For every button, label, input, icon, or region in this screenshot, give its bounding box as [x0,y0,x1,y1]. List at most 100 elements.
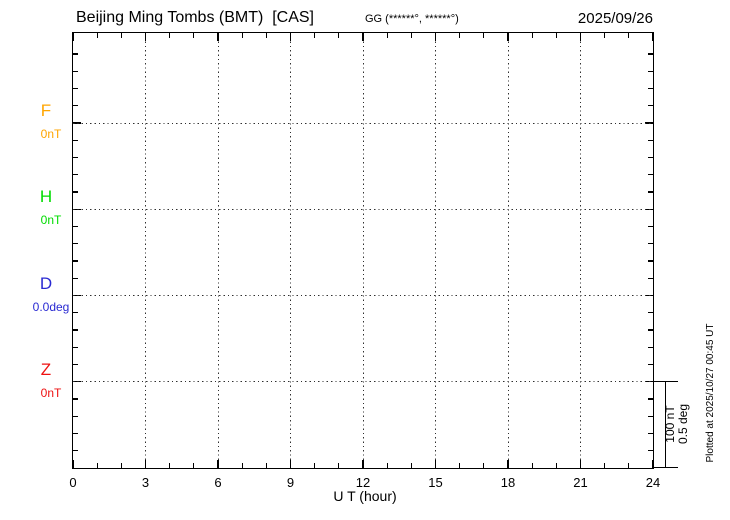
x-tick-bottom [507,460,509,468]
gg-coordinates: GG (******°, ******°) [365,13,459,25]
x-tick-top [241,33,243,38]
x-tick-top [217,33,219,41]
x-tick-top [652,33,654,41]
series-label-D: D [39,273,53,293]
x-tick-label: 6 [214,475,222,490]
x-tick-bottom [193,463,195,468]
x-tick-bottom [338,463,340,468]
y-tick-right [648,225,653,228]
y-tick-left [73,312,78,314]
x-tick-bottom [555,463,557,468]
y-tick-left [73,398,78,400]
x-tick-top [434,33,437,41]
x-tick-top [144,33,147,41]
y-tick-right [648,432,653,435]
y-tick-right [648,329,653,331]
scale-bar-label: 100 nT 0.5 deg [663,394,690,454]
x-tick-top [531,33,533,38]
x-tick-top [604,33,606,38]
x-tick-top [338,33,340,38]
x-tick-bottom [386,463,388,468]
x-tick-bottom [241,463,243,468]
y-tick-right [648,156,653,159]
y-tick-right [648,87,653,90]
x-tick-label: 15 [428,475,443,490]
x-tick-bottom [144,460,147,468]
x-tick-label: 21 [573,475,588,490]
scale-bar-bottom-cap [653,466,678,468]
y-tick-left [73,156,78,159]
series-label-Z: Z [40,359,52,379]
x-tick-top [507,33,509,41]
x-tick-bottom [362,460,364,468]
x-tick-bottom [314,463,316,468]
y-tick-left [73,277,78,279]
x-tick-bottom [604,463,606,468]
x-tick-label: 9 [286,475,295,490]
x-axis-label: U T (hour) [333,488,397,504]
gridline-vertical [435,33,436,468]
x-tick-bottom [579,460,582,468]
y-tick-left [73,139,78,141]
y-tick-right [648,70,653,72]
x-tick-bottom [410,463,412,468]
x-tick-top [289,33,292,41]
y-tick-right [648,346,653,348]
y-tick-left [73,260,78,262]
x-tick-top [579,33,582,41]
y-tick-right [648,398,653,400]
series-label-F: F [40,101,52,120]
x-tick-top [386,33,388,38]
y-tick-right [648,312,653,314]
y-tick-right [648,415,653,417]
plotted-at-timestamp: Plotted at 2025/10/27 00:45 UT [705,323,716,463]
y-tick-right [648,277,653,279]
x-tick-bottom [96,463,98,468]
y-tick-right [648,363,653,366]
x-tick-top [555,33,557,38]
gridline-vertical [580,33,581,468]
x-tick-top [410,33,412,38]
y-tick-right [648,105,653,107]
series-unit-Z: 0nT [40,385,62,400]
x-tick-bottom [265,463,267,468]
y-tick-right [648,139,653,141]
baseline-Z [73,381,653,383]
y-tick-left [73,53,78,55]
x-tick-bottom [483,463,485,468]
x-tick-top [193,33,195,38]
x-tick-top [314,33,316,38]
y-tick-left [73,105,78,107]
series-unit-H: 0nT [40,213,62,228]
x-tick-bottom [531,463,533,468]
y-tick-left [73,70,78,72]
gridline-vertical [507,33,509,468]
x-tick-bottom [120,463,122,468]
y-tick-left [73,191,78,193]
y-tick-left [73,225,78,228]
x-tick-top [362,33,364,41]
plot-area [71,31,654,469]
x-tick-label: 3 [141,475,150,490]
baseline-D [73,295,653,296]
x-tick-top [459,33,461,38]
x-tick-bottom [289,460,292,468]
series-unit-F: 0nT [40,127,62,141]
y-tick-right [648,243,653,245]
x-tick-bottom [434,460,437,468]
series-label-H: H [39,187,53,207]
y-tick-left [73,450,78,452]
y-tick-left [73,363,78,366]
gridline-vertical [290,33,291,468]
y-tick-left [73,87,78,90]
x-tick-bottom [652,460,654,468]
y-tick-left [73,329,78,331]
x-tick-bottom [628,463,630,468]
x-tick-bottom [459,463,461,468]
x-tick-bottom [169,463,171,468]
gridline-vertical [217,33,219,468]
page-title: Beijing Ming Tombs (BMT) [CAS] [76,9,314,26]
y-tick-right [648,260,653,262]
scale-bar-label-deg: 0.5 deg [676,403,690,445]
